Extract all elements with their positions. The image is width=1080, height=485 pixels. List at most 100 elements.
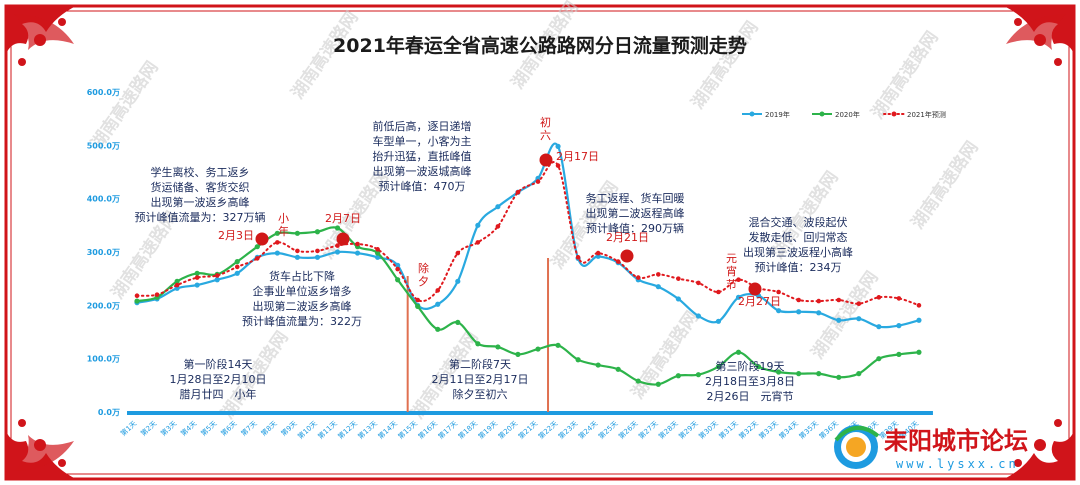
- annotation-line: 出现第一波返城高峰: [373, 164, 472, 178]
- x-tick-label: 第28天: [657, 419, 680, 441]
- data-point-1: [796, 371, 802, 377]
- data-point-1: [755, 364, 762, 370]
- x-tick-label: 第8天: [259, 419, 279, 438]
- y-tick-label: 200.0万: [87, 301, 120, 310]
- x-tick-label: 第6天: [219, 419, 239, 438]
- legend-label: 2019年: [765, 110, 790, 119]
- data-point-1: [415, 303, 421, 309]
- x-tick-label: 第2天: [139, 419, 159, 438]
- legend-label: 2020年: [835, 110, 860, 119]
- series-line-2: [136, 161, 920, 307]
- annotation-line: 预计峰值流量为：322万: [242, 314, 362, 328]
- event-label: 除夕: [418, 261, 429, 288]
- data-point-0: [715, 318, 722, 324]
- data-point-1: [575, 357, 581, 363]
- data-point-1: [535, 346, 541, 352]
- event-label-line: 夕: [418, 275, 429, 288]
- data-point-2: [295, 248, 300, 254]
- series-layer: [134, 142, 922, 387]
- data-point-1: [274, 230, 280, 236]
- annotation-line: 出现第三波返程小高峰: [743, 245, 853, 259]
- data-point-0: [174, 285, 180, 291]
- event-marker-dot: [748, 282, 762, 296]
- x-tick-label: 第23天: [556, 419, 579, 441]
- data-point-0: [455, 278, 461, 284]
- y-tick-label: 500.0万: [87, 141, 120, 150]
- data-point-0: [796, 309, 802, 315]
- x-tick-label: 第17天: [436, 419, 459, 441]
- x-tick-label: 第33天: [757, 419, 780, 441]
- data-point-2: [796, 297, 801, 303]
- decorative-border: [4, 4, 1076, 481]
- y-tick-label: 100.0万: [87, 355, 120, 364]
- logo-url: www.lysxx.cn: [896, 457, 1019, 471]
- annotation-line: 2月18日至3月8日: [705, 375, 795, 388]
- watermark-text: 湖南高速路网: [87, 57, 163, 153]
- annotation-line: 预计峰值：470万: [379, 180, 466, 193]
- annotation-line: 预计峰值流量为：327万辆: [135, 210, 266, 224]
- x-tick-label: 第3天: [159, 419, 179, 438]
- corner-ornament-top-left: [6, 6, 76, 66]
- data-point-0: [214, 277, 220, 283]
- y-tick-label: 300.0万: [87, 248, 120, 257]
- data-point-1: [896, 351, 902, 357]
- event-label: 小年: [278, 212, 289, 238]
- legend-swatch-marker: [819, 111, 825, 117]
- watermark-text: 湖南高速路网: [687, 17, 763, 113]
- data-point-1: [435, 326, 441, 332]
- event-label: 2月3日: [218, 229, 254, 242]
- data-point-1: [695, 372, 702, 378]
- x-tick-label: 第5天: [199, 419, 219, 438]
- x-tick-label: 第34天: [777, 419, 800, 441]
- data-point-0: [274, 250, 280, 256]
- x-tick-label: 第13天: [356, 419, 379, 441]
- event-label-line: 2月21日: [606, 231, 649, 244]
- data-point-2: [455, 250, 461, 256]
- x-tick-label: 第19天: [476, 419, 499, 441]
- y-tick-label: 400.0万: [87, 195, 120, 204]
- data-point-0: [535, 175, 541, 181]
- data-point-2: [595, 250, 601, 256]
- data-point-1: [555, 342, 561, 348]
- data-point-0: [695, 313, 702, 319]
- data-point-1: [735, 349, 742, 355]
- event-label-line: 初: [540, 115, 551, 129]
- data-point-1: [916, 349, 922, 355]
- data-point-2: [535, 179, 541, 184]
- data-point-1: [475, 341, 481, 347]
- x-tick-label: 第29天: [677, 419, 700, 441]
- data-point-2: [174, 282, 180, 288]
- data-point-1: [455, 319, 461, 325]
- forum-logo: 耒阳城市论坛 www.lysxx.cn: [834, 425, 1028, 471]
- annotation-line: 货运储备、客货交织: [151, 180, 250, 194]
- event-label: 元宵节: [726, 252, 737, 291]
- data-point-1: [254, 244, 260, 250]
- data-point-2: [435, 288, 441, 293]
- data-point-0: [294, 254, 300, 260]
- logo-emblem-icon: [834, 425, 880, 469]
- annotation-line: 第二阶段7天: [449, 357, 511, 371]
- x-tick-label: 第22天: [536, 419, 559, 441]
- data-point-2: [555, 163, 561, 168]
- data-point-0: [735, 294, 742, 300]
- x-tick-label: 第24天: [576, 419, 599, 441]
- data-point-2: [836, 297, 842, 303]
- y-tick-label: 0.0万: [98, 408, 120, 417]
- data-point-2: [495, 224, 501, 229]
- annotation-text: 第一阶段14天 1月28日至2月10日腊月廿四 小年: [170, 357, 267, 401]
- data-point-1: [495, 344, 501, 350]
- data-point-0: [495, 204, 501, 210]
- data-point-2: [395, 266, 400, 272]
- annotation-line: 学生离校、务工返乡: [151, 165, 250, 179]
- data-point-1: [334, 225, 341, 231]
- data-point-0: [836, 317, 842, 323]
- annotation-line: 出现第一波返乡高峰: [151, 195, 250, 209]
- data-point-2: [856, 301, 862, 307]
- data-point-0: [194, 282, 200, 288]
- annotation-line: 出现第二波返乡高峰: [253, 299, 352, 313]
- annotation-line: 发散走低、回归常态: [749, 230, 848, 244]
- data-point-2: [896, 296, 902, 301]
- annotation-line: 预计峰值：234万: [755, 261, 842, 274]
